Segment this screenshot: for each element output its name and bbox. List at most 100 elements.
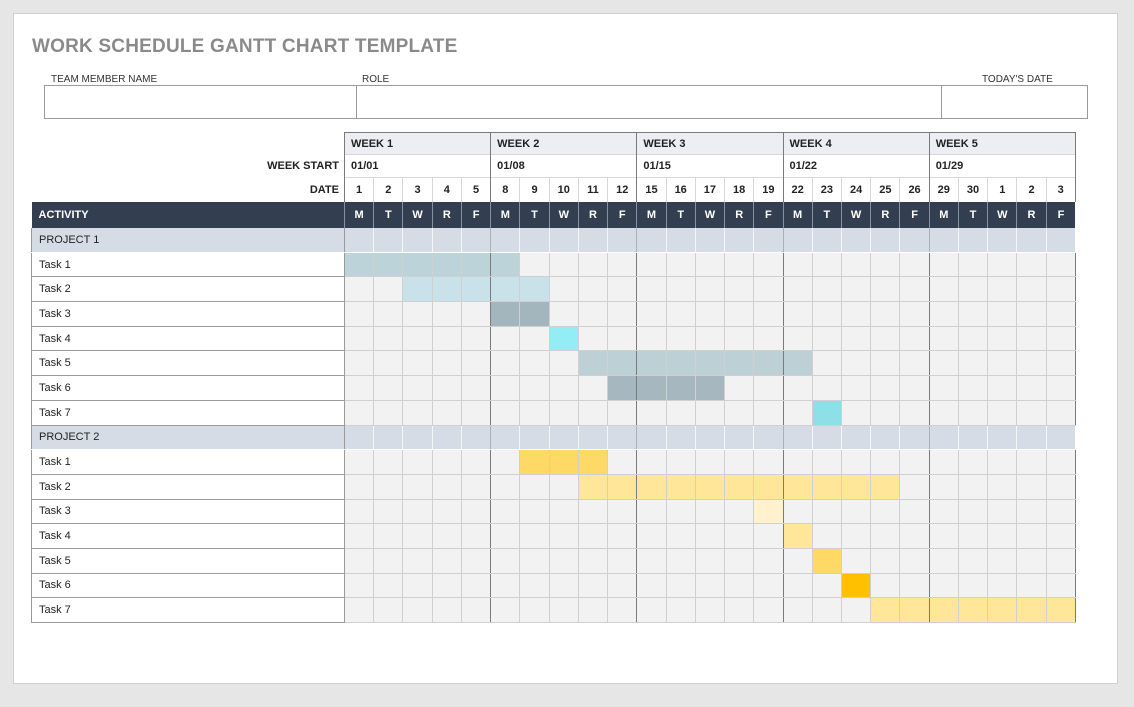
task-day-cell[interactable] [870, 548, 900, 574]
task-day-cell[interactable] [665, 597, 696, 623]
task-day-cell[interactable] [957, 400, 988, 426]
task-day-cell[interactable] [490, 573, 520, 599]
task-day-cell[interactable] [431, 400, 462, 426]
task-day-cell[interactable] [694, 597, 725, 623]
task-name[interactable]: Task 3 [31, 301, 345, 327]
task-day-cell[interactable] [1016, 523, 1047, 549]
task-day-cell[interactable] [402, 499, 433, 525]
task-day-cell[interactable] [840, 597, 871, 623]
task-day-cell[interactable] [957, 523, 988, 549]
task-day-cell[interactable] [899, 252, 930, 278]
task-day-cell[interactable] [694, 326, 725, 352]
task-day-cell[interactable] [402, 474, 433, 500]
task-bar-cell[interactable] [1045, 597, 1076, 623]
task-day-cell[interactable] [431, 573, 462, 599]
task-day-cell[interactable] [460, 375, 491, 401]
task-day-cell[interactable] [548, 276, 579, 303]
task-name[interactable]: Task 6 [31, 573, 345, 599]
task-day-cell[interactable] [870, 276, 900, 303]
task-day-cell[interactable] [987, 301, 1017, 327]
task-day-cell[interactable] [899, 375, 930, 401]
task-day-cell[interactable] [1045, 523, 1076, 549]
task-day-cell[interactable] [870, 449, 900, 475]
task-day-cell[interactable] [899, 523, 930, 549]
task-day-cell[interactable] [460, 499, 491, 525]
task-day-cell[interactable] [782, 597, 813, 623]
task-day-cell[interactable] [811, 449, 842, 475]
task-day-cell[interactable] [1045, 449, 1076, 475]
task-day-cell[interactable] [811, 375, 842, 401]
task-bar-cell[interactable] [431, 276, 462, 303]
task-day-cell[interactable] [870, 326, 900, 352]
task-bar-cell[interactable] [607, 375, 637, 401]
task-day-cell[interactable] [870, 350, 900, 377]
task-day-cell[interactable] [928, 252, 959, 278]
task-day-cell[interactable] [373, 597, 403, 623]
task-bar-cell[interactable] [577, 350, 608, 377]
task-bar-cell[interactable] [490, 276, 520, 303]
task-bar-cell[interactable] [636, 474, 667, 500]
task-day-cell[interactable] [928, 350, 959, 377]
task-day-cell[interactable] [811, 326, 842, 352]
task-day-cell[interactable] [899, 276, 930, 303]
task-day-cell[interactable] [1016, 350, 1047, 377]
task-day-cell[interactable] [987, 474, 1017, 500]
task-day-cell[interactable] [1045, 573, 1076, 599]
task-day-cell[interactable] [636, 499, 667, 525]
task-day-cell[interactable] [373, 548, 403, 574]
task-day-cell[interactable] [373, 474, 403, 500]
task-day-cell[interactable] [548, 573, 579, 599]
task-day-cell[interactable] [840, 449, 871, 475]
task-day-cell[interactable] [753, 597, 784, 623]
task-day-cell[interactable] [840, 326, 871, 352]
task-day-cell[interactable] [373, 326, 403, 352]
task-name[interactable]: Task 7 [31, 400, 345, 426]
task-day-cell[interactable] [899, 548, 930, 574]
task-day-cell[interactable] [343, 523, 374, 549]
task-day-cell[interactable] [519, 523, 550, 549]
task-name[interactable]: Task 1 [31, 449, 345, 475]
task-day-cell[interactable] [870, 573, 900, 599]
task-day-cell[interactable] [343, 449, 374, 475]
task-day-cell[interactable] [607, 499, 637, 525]
task-bar-cell[interactable] [607, 350, 637, 377]
task-bar-cell[interactable] [607, 474, 637, 500]
task-day-cell[interactable] [840, 499, 871, 525]
task-day-cell[interactable] [402, 301, 433, 327]
task-day-cell[interactable] [373, 350, 403, 377]
task-day-cell[interactable] [724, 548, 754, 574]
task-day-cell[interactable] [607, 252, 637, 278]
task-day-cell[interactable] [899, 350, 930, 377]
task-day-cell[interactable] [490, 499, 520, 525]
task-day-cell[interactable] [1045, 375, 1076, 401]
task-day-cell[interactable] [519, 350, 550, 377]
task-day-cell[interactable] [607, 573, 637, 599]
task-day-cell[interactable] [782, 375, 813, 401]
task-day-cell[interactable] [957, 301, 988, 327]
task-day-cell[interactable] [373, 301, 403, 327]
task-day-cell[interactable] [899, 400, 930, 426]
task-bar-cell[interactable] [636, 375, 667, 401]
task-day-cell[interactable] [577, 523, 608, 549]
task-day-cell[interactable] [928, 474, 959, 500]
task-bar-cell[interactable] [665, 474, 696, 500]
task-day-cell[interactable] [519, 252, 550, 278]
team-member-field[interactable] [44, 85, 357, 119]
task-bar-cell[interactable] [870, 597, 900, 623]
task-bar-cell[interactable] [957, 597, 988, 623]
task-bar-cell[interactable] [753, 499, 784, 525]
task-day-cell[interactable] [519, 499, 550, 525]
task-day-cell[interactable] [519, 573, 550, 599]
task-day-cell[interactable] [811, 350, 842, 377]
task-day-cell[interactable] [577, 326, 608, 352]
task-day-cell[interactable] [928, 449, 959, 475]
task-day-cell[interactable] [957, 548, 988, 574]
task-day-cell[interactable] [1016, 276, 1047, 303]
task-day-cell[interactable] [694, 276, 725, 303]
task-bar-cell[interactable] [402, 252, 433, 278]
task-day-cell[interactable] [782, 326, 813, 352]
task-day-cell[interactable] [577, 276, 608, 303]
task-day-cell[interactable] [460, 326, 491, 352]
task-day-cell[interactable] [607, 548, 637, 574]
task-day-cell[interactable] [607, 400, 637, 426]
